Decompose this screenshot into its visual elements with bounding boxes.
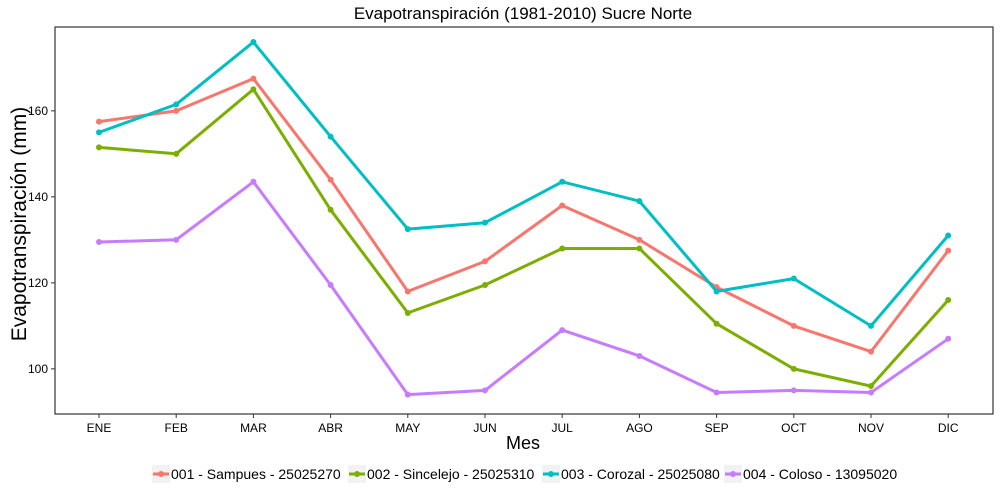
x-tick-label: FEB	[165, 421, 188, 435]
data-point	[945, 297, 952, 304]
data-point	[945, 247, 952, 254]
data-point	[636, 245, 643, 252]
data-point	[559, 327, 566, 334]
data-point	[559, 178, 566, 185]
data-point	[790, 387, 797, 394]
series-line	[97, 40, 950, 328]
data-point	[404, 288, 411, 295]
data-point	[404, 391, 411, 398]
legend-key-point	[730, 471, 736, 477]
data-point	[868, 389, 874, 396]
y-tick-label: 140	[28, 190, 48, 204]
legend-label: 001 - Sampues - 25025270	[171, 466, 341, 482]
data-point	[96, 118, 102, 125]
data-point	[250, 39, 257, 46]
data-point	[173, 107, 180, 114]
data-point	[868, 348, 874, 355]
legend-label: 004 - Coloso - 13095020	[743, 466, 897, 482]
data-point	[250, 86, 257, 93]
x-tick-label: MAY	[395, 421, 420, 435]
data-point	[96, 239, 102, 245]
data-point	[250, 178, 257, 185]
x-tick-label: ABR	[318, 421, 343, 435]
data-point	[173, 101, 180, 108]
x-tick-label: ENE	[87, 421, 112, 435]
x-tick-label: JUN	[473, 421, 496, 435]
legend-label: 003 - Corozal - 25025080	[561, 466, 720, 482]
x-tick-label: SEP	[705, 421, 729, 435]
data-point	[636, 236, 643, 243]
data-point	[404, 309, 411, 316]
x-tick-label: NOV	[858, 421, 884, 435]
data-point	[482, 387, 488, 394]
data-point	[327, 133, 334, 140]
data-point	[482, 219, 488, 226]
data-point	[404, 226, 411, 233]
data-point	[945, 232, 952, 239]
y-tick-label: 120	[28, 276, 48, 290]
data-point	[790, 275, 797, 282]
data-point	[173, 150, 180, 157]
data-point	[327, 206, 334, 213]
plot-area: 100 120 140 160 ENE FEB MAR ABR MAY JUN JUL AGO SEP O…	[28, 26, 994, 435]
data-point	[559, 245, 566, 252]
legend-key-point	[548, 471, 554, 477]
y-axis-title: Evapotranspiración (mm)	[8, 107, 31, 342]
y-tick-label: 100	[28, 362, 48, 376]
data-point	[868, 322, 874, 329]
x-tick-label: JUL	[552, 421, 574, 435]
series-line	[97, 87, 950, 388]
data-point	[482, 258, 488, 265]
legend-key-point	[354, 471, 360, 477]
data-point	[790, 322, 797, 329]
chart-title: Evapotranspiración (1981-2010) Sucre Nor…	[354, 4, 692, 23]
data-point	[790, 365, 797, 372]
data-point	[559, 202, 566, 209]
data-point	[250, 75, 257, 82]
data-point	[327, 176, 334, 183]
x-tick-label: OCT	[781, 421, 807, 435]
x-tick-label: DIC	[938, 421, 959, 435]
x-tick-label: MAR	[240, 421, 267, 435]
data-point	[636, 198, 643, 205]
legend-key-point	[158, 471, 164, 477]
legend: 001 - Sampues - 25025270 002 - Sincelejo …	[152, 465, 897, 483]
data-point	[636, 352, 643, 359]
data-point	[713, 288, 720, 295]
data-point	[945, 335, 952, 342]
data-point	[713, 320, 720, 327]
plot-panel	[54, 26, 994, 415]
data-point	[482, 282, 488, 288]
series-line	[97, 77, 950, 354]
data-point	[327, 282, 334, 288]
data-point	[96, 129, 102, 136]
legend-label: 002 - Sincelejo - 25025310	[367, 466, 535, 482]
data-point	[868, 383, 874, 390]
data-point	[173, 236, 180, 243]
data-point	[96, 144, 102, 151]
series-line	[97, 180, 950, 397]
data-point	[713, 389, 720, 396]
x-tick-label: AGO	[626, 421, 653, 435]
x-axis-title: Mes	[506, 433, 540, 453]
y-tick-label: 160	[28, 104, 48, 118]
